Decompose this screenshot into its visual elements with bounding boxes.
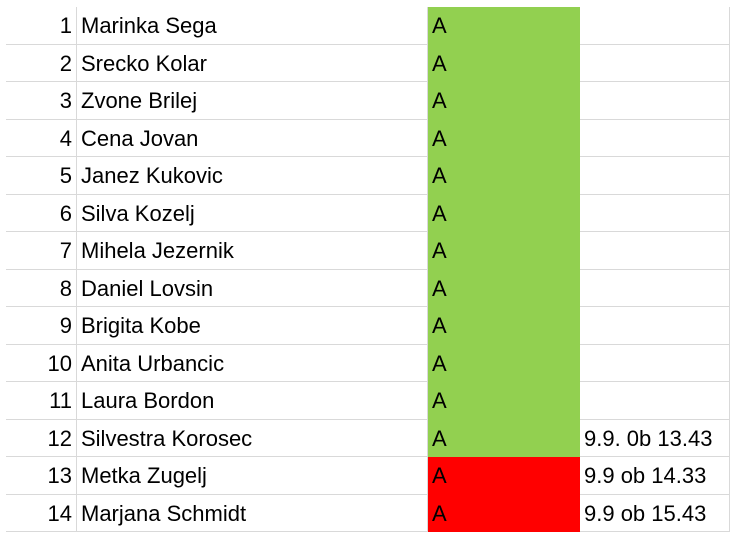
note-cell: 9.9. 0b 13.43 — [580, 419, 730, 457]
name-cell: Silva Kozelj — [77, 194, 428, 232]
note-cell — [580, 232, 730, 270]
status-cell: A — [428, 419, 580, 457]
name-cell: Anita Urbancic — [77, 344, 428, 382]
name-cell: Metka Zugelj — [77, 457, 428, 495]
status-cell: A — [428, 7, 580, 45]
name-cell: Silvestra Korosec — [77, 419, 428, 457]
status-cell: A — [428, 194, 580, 232]
name-cell: Daniel Lovsin — [77, 269, 428, 307]
name-cell: Marjana Schmidt — [77, 494, 428, 532]
note-cell — [580, 382, 730, 420]
row-number: 10 — [6, 344, 77, 382]
note-cell — [580, 194, 730, 232]
note-cell — [580, 344, 730, 382]
row-number: 2 — [6, 44, 77, 82]
note-cell — [580, 44, 730, 82]
status-cell: A — [428, 494, 580, 532]
name-cell: Laura Bordon — [77, 382, 428, 420]
row-number: 1 — [6, 7, 77, 45]
status-cell: A — [428, 344, 580, 382]
status-cell: A — [428, 44, 580, 82]
note-cell — [580, 269, 730, 307]
note-cell — [580, 82, 730, 120]
row-number: 6 — [6, 194, 77, 232]
note-cell: 9.9 ob 14.33 — [580, 457, 730, 495]
note-cell — [580, 119, 730, 157]
name-cell: Mihela Jezernik — [77, 232, 428, 270]
note-cell — [580, 307, 730, 345]
name-cell: Janez Kukovic — [77, 157, 428, 195]
status-cell: A — [428, 307, 580, 345]
status-cell: A — [428, 157, 580, 195]
name-cell: Marinka Sega — [77, 7, 428, 45]
row-number: 7 — [6, 232, 77, 270]
row-number: 11 — [6, 382, 77, 420]
row-number: 8 — [6, 269, 77, 307]
row-number: 9 — [6, 307, 77, 345]
row-number: 5 — [6, 157, 77, 195]
status-cell: A — [428, 269, 580, 307]
status-cell: A — [428, 457, 580, 495]
note-cell — [580, 157, 730, 195]
row-number: 14 — [6, 494, 77, 532]
name-cell: Srecko Kolar — [77, 44, 428, 82]
row-number: 13 — [6, 457, 77, 495]
status-cell: A — [428, 382, 580, 420]
status-cell: A — [428, 119, 580, 157]
status-cell: A — [428, 232, 580, 270]
name-cell: Cena Jovan — [77, 119, 428, 157]
name-cell: Zvone Brilej — [77, 82, 428, 120]
row-number: 12 — [6, 419, 77, 457]
note-cell: 9.9 ob 15.43 — [580, 494, 730, 532]
status-cell: A — [428, 82, 580, 120]
row-number: 4 — [6, 119, 77, 157]
row-number: 3 — [6, 82, 77, 120]
name-cell: Brigita Kobe — [77, 307, 428, 345]
note-cell — [580, 7, 730, 45]
